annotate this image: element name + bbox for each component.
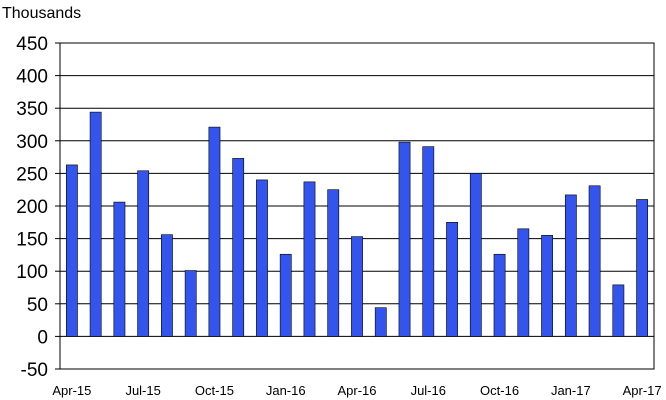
bar-dec-15 [256, 179, 268, 337]
bar-apr-17 [636, 199, 649, 337]
y-tick-label: 150 [16, 230, 48, 251]
bar-feb-16 [303, 181, 316, 337]
y-tick-label: 250 [16, 164, 48, 185]
y-tick-label: -50 [21, 360, 48, 381]
bar-mar-16 [327, 189, 340, 337]
bar-oct-16 [493, 253, 506, 337]
x-tick-label: Jul-15 [125, 383, 160, 398]
y-tick-label: 300 [16, 132, 48, 153]
bar-jun-15 [113, 201, 126, 337]
bar-dec-16 [541, 235, 553, 337]
bar-may-16 [374, 307, 387, 337]
y-tick-label: 450 [16, 34, 48, 55]
bar-nov-15 [232, 158, 245, 337]
y-tick-label: 0 [37, 327, 48, 348]
bar-nov-16 [517, 228, 530, 337]
y-tick-label: 100 [16, 262, 48, 283]
bar-oct-15 [208, 126, 221, 337]
y-tick-label: 200 [16, 197, 48, 218]
bar-apr-15 [66, 164, 78, 337]
bar-sep-15 [184, 270, 197, 337]
x-tick-label: Jan-16 [266, 383, 306, 398]
bar-may-15 [89, 111, 102, 337]
y-tick-label: 400 [16, 67, 48, 88]
bar-aug-15 [161, 234, 173, 337]
x-tick-label: Oct-15 [195, 383, 234, 398]
bar-mar-17 [612, 284, 625, 337]
y-tick-label: 350 [16, 99, 48, 120]
x-tick-label: Apr-16 [337, 383, 376, 398]
bar-jul-16 [422, 146, 435, 337]
y-tick-label: 50 [27, 295, 48, 316]
x-tick-label: Jan-17 [551, 383, 591, 398]
bar-sep-16 [469, 173, 482, 337]
bar-jan-16 [279, 253, 292, 337]
bar-jan-17 [564, 194, 577, 337]
bar-feb-17 [588, 185, 601, 337]
bar-apr-16 [351, 236, 363, 337]
x-tick-label: Jul-16 [411, 383, 446, 398]
x-tick-label: Apr-15 [52, 383, 91, 398]
bar-aug-16 [446, 222, 458, 337]
y-unit-label: Thousands [2, 5, 81, 22]
x-tick-label: Oct-16 [480, 383, 519, 398]
bar-jul-15 [137, 170, 150, 337]
bar-jun-16 [398, 141, 411, 337]
x-tick-label: Apr-17 [623, 383, 662, 398]
